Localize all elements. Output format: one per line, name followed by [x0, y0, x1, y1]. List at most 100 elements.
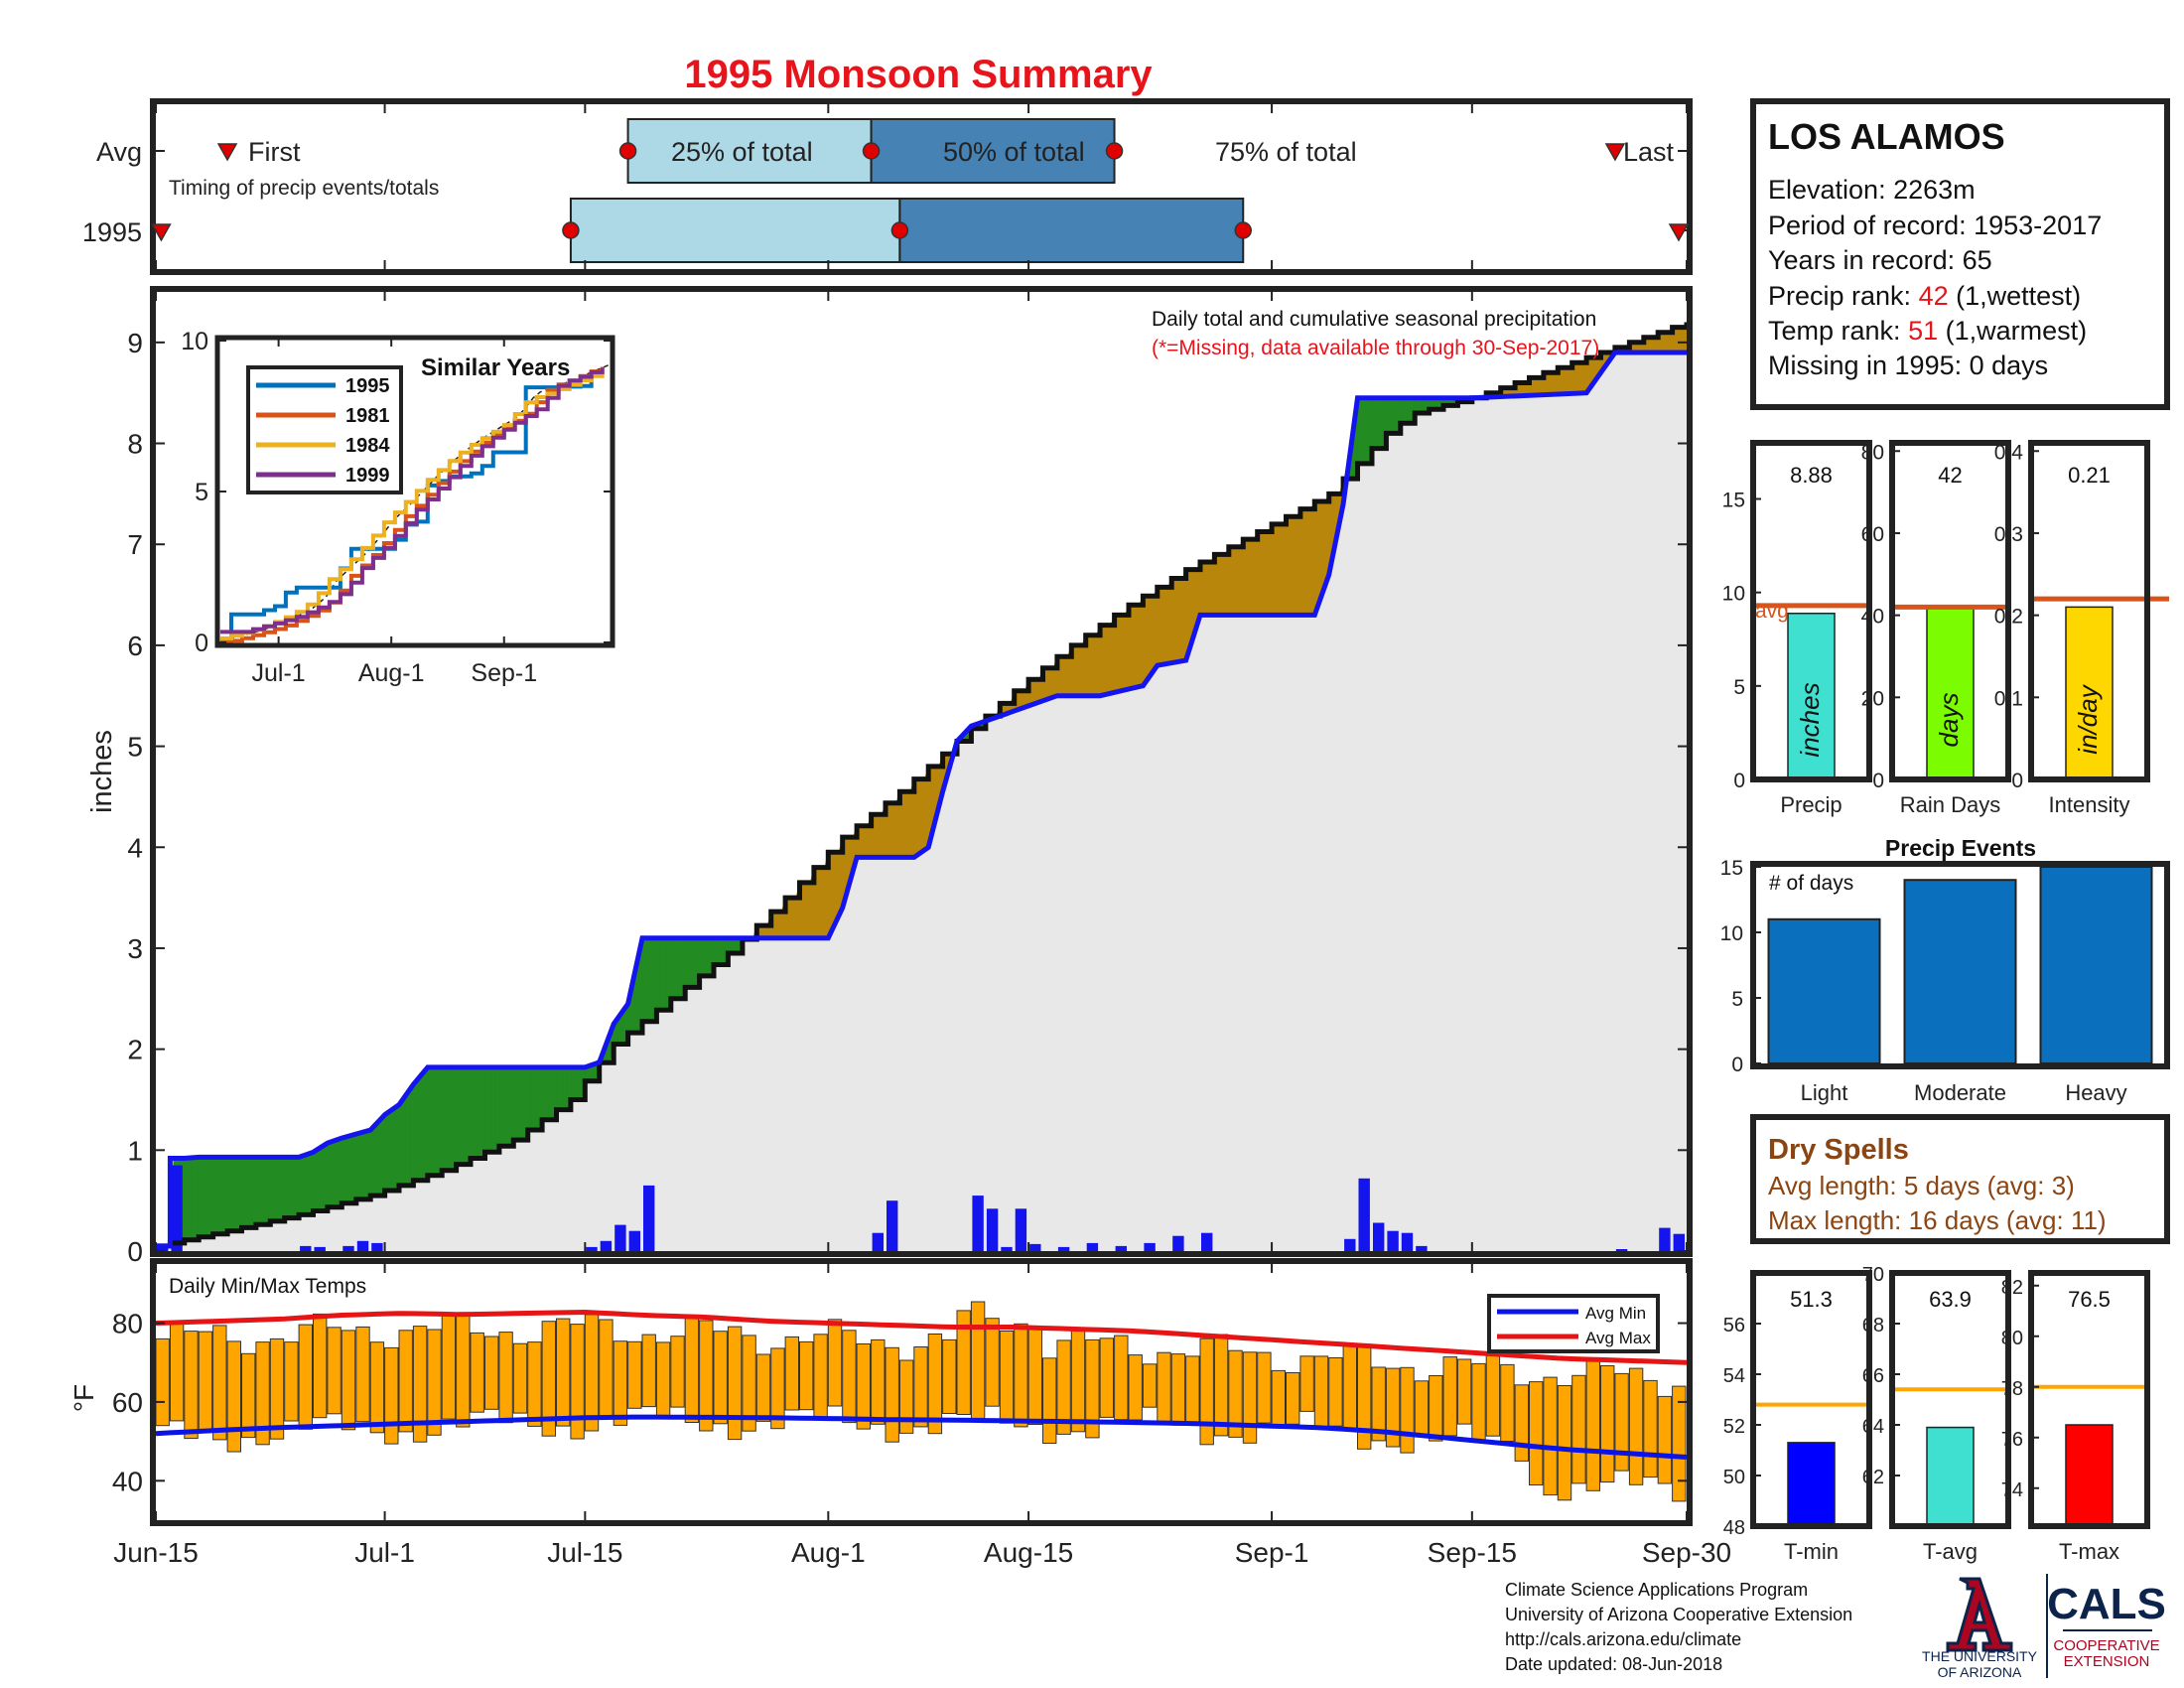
daily-temp-bar	[1099, 1337, 1114, 1418]
daily-precip-bar	[1373, 1222, 1385, 1251]
precip-note-1: Daily total and cumulative seasonal prec…	[1152, 308, 1596, 331]
university-of-arizona-logo: THE UNIVERSITY OF ARIZONA	[1922, 1577, 2038, 1680]
above-average-area	[467, 1066, 472, 1167]
above-average-area	[273, 1157, 278, 1222]
below-average-area	[1228, 546, 1233, 616]
below-average-area	[1153, 587, 1159, 672]
daily-temp-bar	[441, 1315, 457, 1420]
temp-plot-area	[155, 1301, 1688, 1502]
below-average-area	[1146, 595, 1151, 682]
daily-precip-bar	[1659, 1227, 1671, 1251]
temp-stat-value: 63.9	[1929, 1287, 1972, 1312]
above-average-area	[380, 1113, 385, 1197]
temp-stat-panel-t-min: 48 50 52 54 56 51.3 T-min	[1723, 1270, 1872, 1564]
daily-temp-bar	[1114, 1335, 1129, 1421]
below-average-area	[1257, 531, 1262, 616]
ua-line-1: THE UNIVERSITY	[1922, 1648, 2038, 1664]
daily-temp-bar	[498, 1332, 513, 1424]
daily-temp-bar	[813, 1334, 828, 1418]
inset-legend-box	[246, 365, 403, 494]
timing-quantile-marker	[862, 142, 881, 160]
above-average-area	[334, 1138, 340, 1208]
below-average-area	[1178, 578, 1183, 662]
figure-title: 1995 Monsoon Summary	[684, 53, 1153, 96]
cals-wordmark: CALS	[2047, 1580, 2166, 1628]
temp-stat-value: 51.3	[1790, 1287, 1833, 1312]
above-average-area	[477, 1066, 482, 1159]
temp-stat-bar	[2065, 1424, 2114, 1527]
daily-temp-bar	[1514, 1384, 1529, 1462]
above-average-area	[699, 937, 704, 977]
below-average-area	[817, 867, 822, 939]
daily-temp-bar	[856, 1343, 871, 1430]
below-average-area	[1246, 538, 1251, 616]
below-average-area	[1547, 371, 1552, 395]
above-average-area	[449, 1066, 454, 1172]
below-average-area	[1174, 578, 1179, 663]
daily-temp-bar	[942, 1338, 957, 1415]
below-average-area	[1121, 615, 1126, 692]
temp-stats-panels: 48 50 52 54 56 51.3 T-min 62 64 66 68 70 63.9 T-avg 74…	[1723, 1264, 2150, 1564]
below-average-area	[1181, 569, 1186, 662]
above-average-area	[355, 1132, 360, 1200]
timing-upper-half-box	[898, 198, 1245, 263]
footer: Climate Science Applications Program Uni…	[1505, 1574, 2166, 1680]
below-average-area	[1289, 515, 1295, 616]
stat-ytick-label: 20	[1861, 687, 1884, 710]
daily-temp-bar	[298, 1324, 314, 1430]
daily-temp-bar	[527, 1341, 542, 1427]
daily-temp-bar	[226, 1340, 242, 1453]
below-average-area	[864, 825, 869, 858]
timing-quantile-marker	[1234, 221, 1253, 239]
temp-stat-ytick-label: 74	[2001, 1479, 2023, 1501]
timing-subtitle: Timing of precip events/totals	[169, 177, 439, 200]
below-average-area	[1536, 377, 1541, 396]
dry-title: Dry Spells	[1768, 1134, 1909, 1166]
above-average-area	[215, 1157, 221, 1235]
above-average-area	[452, 1066, 457, 1173]
temp-avg-min-line	[155, 1414, 1688, 1460]
above-average-area	[556, 1066, 561, 1110]
stat-label: Intensity	[2049, 792, 2130, 817]
timing-triangle-icon	[151, 223, 172, 242]
daily-precip-bar	[1358, 1178, 1370, 1251]
daily-precip-bar	[314, 1246, 326, 1251]
above-average-area	[338, 1137, 342, 1208]
daily-temp-bar	[1286, 1372, 1300, 1425]
footer-line-1: Climate Science Applications Program	[1505, 1580, 1808, 1600]
above-average-area	[262, 1157, 268, 1225]
daily-temp-bar	[212, 1325, 227, 1441]
daily-precip-bar	[356, 1240, 369, 1251]
above-average-area	[445, 1066, 450, 1172]
below-average-area	[1125, 605, 1130, 691]
above-average-area	[184, 1157, 189, 1241]
timing-panel: Avg 1995 Timing of precip events/totals …	[82, 98, 1693, 275]
xtick-label: Jun-15	[113, 1537, 199, 1568]
station-temp-rank: Temp rank: 51 (1,warmest)	[1768, 316, 2087, 346]
cals-logo: CALS COOPERATIVE EXTENSION	[2047, 1580, 2166, 1670]
above-average-area	[474, 1066, 478, 1159]
above-average-area	[387, 1108, 393, 1192]
above-average-area	[520, 1066, 525, 1141]
daily-temp-bar	[269, 1337, 285, 1440]
daily-precip-bar	[1201, 1232, 1213, 1251]
stat-ytick-label: 0	[1872, 770, 1884, 792]
daily-temp-bar	[885, 1346, 899, 1443]
above-average-area	[670, 937, 675, 1000]
above-average-area	[563, 1066, 568, 1110]
inset-legend-label: 1999	[345, 465, 390, 487]
above-average-area	[362, 1130, 367, 1200]
daily-temp-bar	[570, 1324, 585, 1440]
xtick-label: Sep-15	[1428, 1537, 1517, 1568]
daily-precip-bar	[972, 1196, 984, 1251]
above-average-area	[277, 1157, 282, 1222]
temp-stat-ytick-label: 50	[1723, 1467, 1745, 1488]
daily-temp-bar	[284, 1341, 299, 1422]
event-ytick-label: 5	[1731, 988, 1743, 1011]
above-average-area	[237, 1157, 242, 1232]
timing-row-avg-label: Avg	[96, 137, 142, 167]
above-average-area	[498, 1066, 503, 1147]
precip-ytick-label: 6	[127, 631, 143, 661]
above-average-area	[241, 1157, 246, 1228]
below-average-area	[1078, 644, 1083, 697]
